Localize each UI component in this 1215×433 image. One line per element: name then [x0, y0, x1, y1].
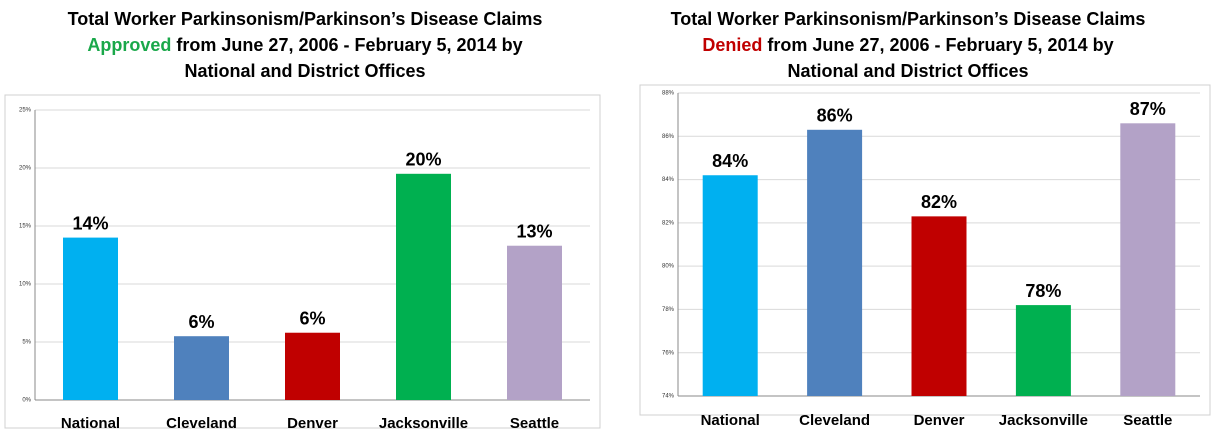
y-tick-label: 76% [662, 350, 675, 356]
y-tick-label: 88% [662, 91, 675, 97]
x-tick-label: Cleveland [799, 412, 870, 429]
chart-title: National and District Offices [787, 61, 1028, 81]
y-tick-label: 74% [662, 394, 675, 400]
plot-frame [639, 84, 1211, 416]
bar [1120, 123, 1176, 397]
y-tick-label: 80% [662, 264, 675, 270]
y-tick-label: 86% [662, 134, 675, 140]
value-label: 87% [1130, 99, 1166, 119]
x-tick-label: National [701, 412, 760, 429]
x-tick-label: Seattle [1123, 412, 1172, 429]
chart-title: Denied from June 27, 2006 - February 5, … [702, 35, 1113, 55]
chart-title-part: from June 27, 2006 - February 5, 2014 by [762, 35, 1113, 55]
x-tick-label: Seattle [510, 415, 559, 432]
x-tick-label: Denver [914, 412, 965, 429]
y-tick-label: 78% [662, 307, 675, 313]
chart-title-part: from June 27, 2006 - February 5, 2014 by [171, 35, 522, 55]
y-tick-label: 20% [19, 166, 32, 172]
chart-title: Approved from June 27, 2006 - February 5… [87, 35, 522, 55]
value-label: 20% [405, 150, 441, 170]
chart-title: Total Worker Parkinsonism/Parkinson’s Di… [68, 9, 543, 29]
x-tick-label: Cleveland [166, 415, 237, 432]
title-highlight: Approved [87, 35, 171, 55]
x-tick-label: National [61, 415, 120, 432]
plot-frame [4, 94, 601, 429]
y-tick-label: 25% [19, 108, 32, 114]
bar [911, 216, 967, 396]
bar [507, 245, 562, 400]
chart-title: Total Worker Parkinsonism/Parkinson’s Di… [671, 9, 1146, 29]
value-label: 86% [817, 106, 853, 126]
y-tick-label: 5% [22, 340, 31, 346]
y-tick-label: 0% [22, 398, 31, 404]
bar [63, 237, 118, 400]
y-tick-label: 84% [662, 177, 675, 183]
bar [174, 336, 229, 400]
y-tick-label: 82% [662, 220, 675, 226]
title-highlight: Denied [702, 35, 762, 55]
bar [285, 332, 340, 400]
chart-title: National and District Offices [184, 61, 425, 81]
value-label: 78% [1025, 281, 1061, 301]
bar [396, 173, 451, 400]
value-label: 6% [299, 308, 325, 328]
bar [807, 129, 863, 397]
value-label: 14% [72, 213, 108, 233]
bar [1015, 305, 1071, 396]
y-tick-label: 15% [19, 224, 32, 230]
bar [702, 175, 758, 396]
x-tick-label: Jacksonville [379, 415, 468, 432]
value-label: 13% [516, 221, 552, 241]
value-label: 6% [188, 312, 214, 332]
value-label: 82% [921, 192, 957, 212]
value-label: 84% [712, 151, 748, 171]
y-tick-label: 10% [19, 282, 32, 288]
x-tick-label: Denver [287, 415, 338, 432]
x-tick-label: Jacksonville [999, 412, 1088, 429]
